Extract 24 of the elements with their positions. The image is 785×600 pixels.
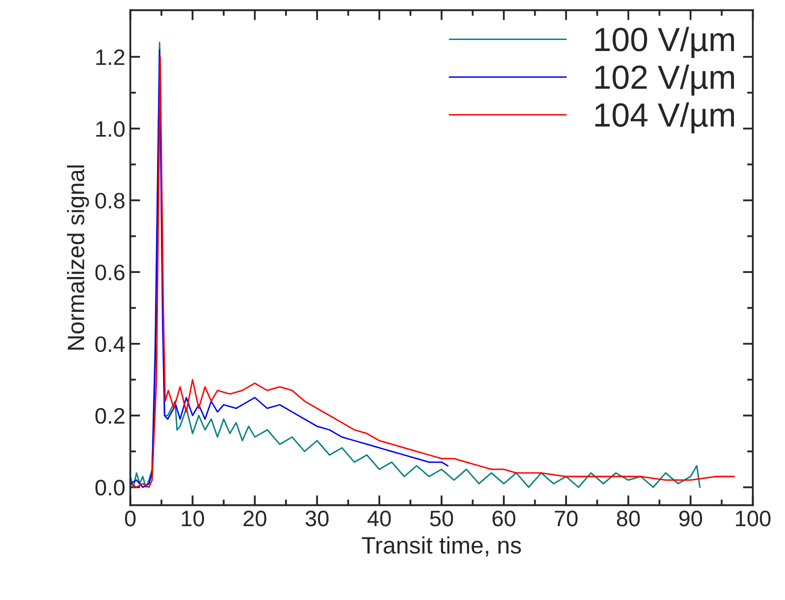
y-tick-label: 1.0 bbox=[96, 121, 125, 137]
x-axis-title: Transit time, ns bbox=[362, 536, 521, 556]
y-tick-label: 1.2 bbox=[96, 49, 124, 65]
y-tick-label: 0.8 bbox=[95, 192, 124, 209]
x-tick-label: 100 bbox=[736, 510, 770, 526]
x-tick-label: 60 bbox=[492, 510, 516, 526]
y-tick-label: 0.6 bbox=[95, 264, 124, 280]
x-tick-label: 90 bbox=[679, 510, 702, 526]
x-tick-label: 80 bbox=[616, 510, 640, 526]
x-tick-label: 20 bbox=[244, 510, 266, 526]
legend-label: 100 V/µm bbox=[595, 26, 734, 58]
x-tick-label: 40 bbox=[367, 510, 391, 526]
y-tick-label: 0.2 bbox=[95, 408, 124, 424]
y-tick-label: 0.4 bbox=[95, 336, 125, 352]
x-tick-label: 70 bbox=[554, 510, 578, 526]
line-series bbox=[130, 48, 448, 488]
legend-label: 104 V/µm bbox=[595, 102, 734, 134]
x-tick-label: 30 bbox=[306, 510, 329, 526]
x-tick-label: 0 bbox=[125, 510, 136, 526]
x-tick-label: 50 bbox=[430, 510, 454, 526]
y-tick-label: 0.0 bbox=[95, 480, 125, 496]
y-axis-title: Normalized signal bbox=[66, 165, 90, 350]
legend-label: 102 V/µm bbox=[595, 64, 734, 96]
x-tick-label: 10 bbox=[182, 510, 204, 526]
